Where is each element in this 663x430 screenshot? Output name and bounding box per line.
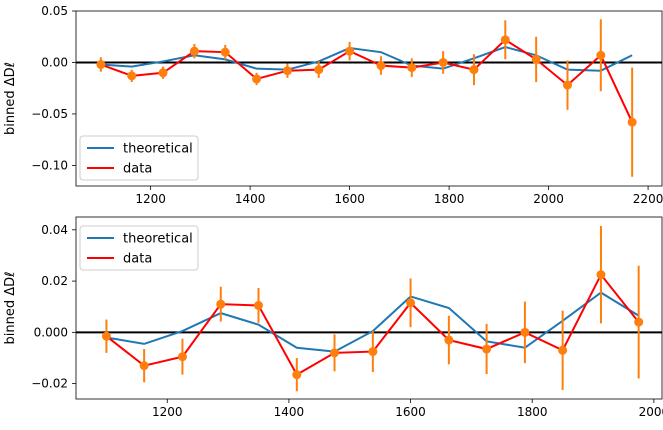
data-point bbox=[500, 35, 510, 45]
y-axis-label: binned ΔDℓ bbox=[3, 272, 18, 345]
bottom-panel: 1200 1400 1600 1800 2000 −0.02 0.000 0.02 0.04 bi… bbox=[3, 216, 663, 419]
data-point bbox=[282, 66, 292, 76]
y-tick-label: 0.04 bbox=[41, 223, 68, 237]
data-point bbox=[216, 299, 226, 309]
x-tick-label: 2000 bbox=[533, 192, 564, 206]
axes-frame bbox=[75, 216, 663, 400]
data-series-line bbox=[100, 38, 634, 123]
y-tick-label: −0.05 bbox=[31, 107, 68, 121]
data-point bbox=[139, 361, 149, 371]
y-tick-label: 0.02 bbox=[41, 274, 68, 288]
data-point bbox=[252, 74, 262, 84]
x-tick-label: 1400 bbox=[274, 405, 305, 419]
x-tick-label: 1600 bbox=[334, 192, 365, 206]
data-point bbox=[292, 370, 302, 380]
y-tick-label: 0.000 bbox=[34, 325, 68, 339]
data-point bbox=[469, 65, 479, 75]
data-point bbox=[158, 68, 168, 78]
x-tick-label: 2200 bbox=[633, 192, 663, 206]
y-tick-label: −0.10 bbox=[31, 158, 68, 172]
x-tick-label: 1800 bbox=[434, 192, 465, 206]
data-point bbox=[596, 50, 606, 60]
legend-label: data bbox=[123, 252, 152, 267]
data-point bbox=[101, 331, 111, 341]
data-point bbox=[438, 57, 448, 67]
data-point bbox=[407, 63, 417, 73]
data-point bbox=[558, 345, 568, 355]
x-tick-label: 1400 bbox=[235, 192, 266, 206]
x-tick-label: 1600 bbox=[395, 405, 426, 419]
legend-label: data bbox=[123, 162, 152, 177]
data-point bbox=[314, 65, 324, 75]
legend-label: theoretical bbox=[123, 232, 193, 247]
data-point bbox=[220, 47, 230, 57]
top-panel: 1200 1400 1600 1800 2000 2200 −0.10 −0.05 0.00 0.… bbox=[3, 4, 663, 206]
y-axis-label: binned ΔDℓ bbox=[3, 62, 18, 135]
axes-frame bbox=[75, 10, 663, 187]
data-point bbox=[520, 327, 530, 337]
data-point bbox=[345, 46, 355, 56]
theoretical-series-line bbox=[100, 45, 633, 72]
data-point bbox=[596, 270, 606, 280]
data-point bbox=[96, 60, 106, 70]
data-point bbox=[444, 335, 454, 345]
legend-label: theoretical bbox=[123, 142, 193, 157]
data-point bbox=[127, 71, 137, 81]
data-point bbox=[376, 61, 386, 71]
data-point bbox=[627, 117, 637, 127]
y-tick-label: −0.02 bbox=[31, 377, 68, 391]
data-point bbox=[177, 352, 187, 362]
x-tick-label: 1800 bbox=[517, 405, 548, 419]
data-point bbox=[189, 46, 199, 56]
data-point bbox=[482, 344, 492, 354]
x-tick-label: 2000 bbox=[639, 405, 663, 419]
data-point bbox=[330, 348, 340, 358]
data-point bbox=[634, 317, 644, 327]
data-point bbox=[368, 347, 378, 357]
data-point bbox=[562, 80, 572, 90]
x-tick-label: 1200 bbox=[135, 192, 166, 206]
y-tick-label: 0.00 bbox=[41, 55, 68, 69]
data-point bbox=[253, 300, 263, 310]
y-tick-label: 0.05 bbox=[41, 4, 68, 18]
x-tick-label: 1200 bbox=[152, 405, 183, 419]
data-point bbox=[406, 298, 416, 308]
data-point bbox=[531, 54, 541, 64]
